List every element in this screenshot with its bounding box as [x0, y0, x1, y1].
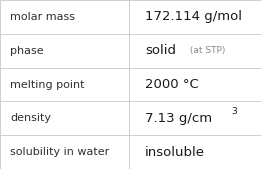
Text: 3: 3 — [232, 107, 237, 116]
Text: insoluble: insoluble — [145, 146, 205, 159]
Text: melting point: melting point — [10, 79, 85, 90]
Text: molar mass: molar mass — [10, 12, 75, 22]
Text: 2000 °C: 2000 °C — [145, 78, 199, 91]
Text: 172.114 g/mol: 172.114 g/mol — [145, 10, 242, 23]
Text: density: density — [10, 113, 51, 123]
Text: solid: solid — [145, 44, 176, 57]
Text: phase: phase — [10, 46, 44, 56]
Text: 7.13 g/cm: 7.13 g/cm — [145, 112, 212, 125]
Text: (at STP): (at STP) — [187, 46, 226, 55]
Text: solubility in water: solubility in water — [10, 147, 110, 157]
